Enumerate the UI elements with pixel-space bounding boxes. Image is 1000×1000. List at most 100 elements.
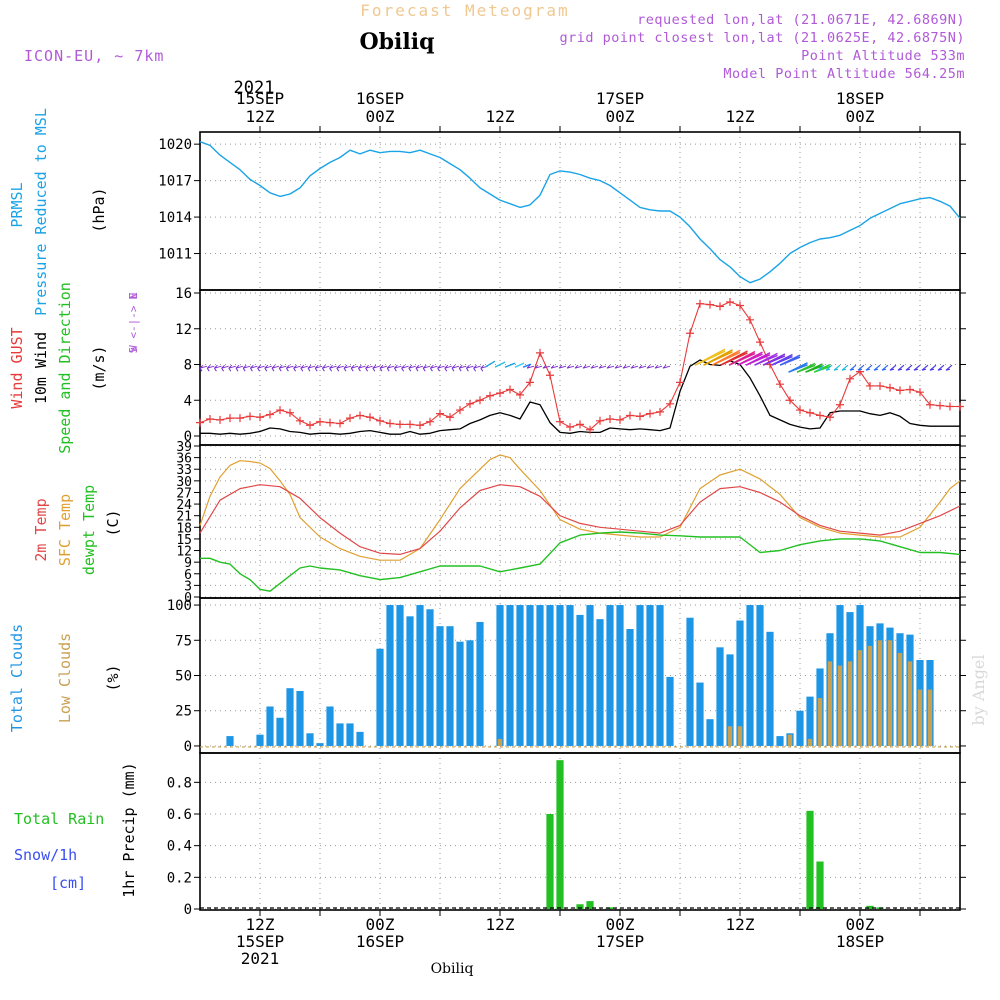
wind-arrow bbox=[249, 364, 258, 372]
bar-total-clouds bbox=[346, 723, 354, 746]
gust-markers bbox=[196, 297, 964, 434]
time-label-top: 16SEP bbox=[356, 89, 404, 108]
bar-total-clouds bbox=[596, 619, 604, 746]
wind-arrow bbox=[654, 364, 663, 369]
y-title-10m-wind: 10m Wind bbox=[32, 332, 50, 404]
model-altitude: Model Point Altitude 564.25m bbox=[723, 66, 965, 82]
gust-point bbox=[686, 329, 694, 338]
wind-arrow bbox=[336, 364, 344, 372]
compass-we: W <-|-> E bbox=[127, 292, 140, 352]
gust-point bbox=[866, 381, 874, 390]
panel-frame bbox=[199, 444, 961, 599]
bar-total-clouds bbox=[396, 605, 404, 746]
y-tick-label: 39 bbox=[176, 440, 192, 455]
panel-pressure: 1011 1014 1017 1020 bbox=[158, 131, 966, 291]
wind-arrow bbox=[393, 364, 402, 372]
wind-arrow bbox=[473, 364, 481, 372]
time-label-bottom: 12Z bbox=[246, 915, 275, 934]
wind-arrow bbox=[257, 364, 265, 372]
bar-total-clouds bbox=[706, 719, 714, 746]
gust-point bbox=[896, 386, 904, 395]
gust-point bbox=[756, 338, 764, 347]
wind-arrow bbox=[314, 364, 323, 372]
label-snow: Snow/1h bbox=[14, 846, 77, 864]
bar-rain bbox=[866, 905, 874, 909]
bar-low-clouds bbox=[787, 734, 793, 746]
bar-total-clouds bbox=[736, 620, 744, 746]
wind-arrow bbox=[606, 364, 615, 369]
panels: 1011101410171020048121603691215182124273… bbox=[8, 108, 966, 918]
bar-total-clouds bbox=[636, 605, 644, 746]
wind-arrow bbox=[522, 363, 532, 368]
bar-low-clouds bbox=[837, 665, 843, 746]
wind-arrow bbox=[728, 350, 756, 366]
wind-arrow bbox=[590, 364, 599, 369]
wind-arrow bbox=[833, 364, 841, 371]
y-tick-label: 0 bbox=[184, 739, 192, 755]
series-prmsl bbox=[199, 141, 961, 284]
wind-arrow bbox=[357, 364, 366, 372]
wind-arrow bbox=[458, 364, 467, 372]
y-tick-label: 33 bbox=[176, 463, 192, 478]
gust-point bbox=[306, 421, 314, 430]
wind-arrow bbox=[913, 364, 921, 371]
bar-low-clouds bbox=[897, 652, 903, 746]
cloud-bars bbox=[200, 605, 960, 748]
bar-rain bbox=[576, 904, 584, 909]
bar-total-clouds bbox=[276, 717, 284, 746]
wind-arrow bbox=[228, 364, 236, 372]
gust-point bbox=[386, 419, 394, 428]
y-title-dewpt: dewpt Temp bbox=[80, 485, 98, 575]
gust-point bbox=[496, 389, 504, 398]
y-title-hpa: (hPa) bbox=[90, 187, 108, 232]
compass-n: N bbox=[127, 293, 140, 300]
bar-total-clouds bbox=[536, 605, 544, 746]
wind-arrows bbox=[199, 348, 953, 373]
y-tick-label: 1014 bbox=[158, 210, 192, 226]
gust-point bbox=[606, 415, 614, 424]
wind-arrow bbox=[408, 364, 416, 372]
bar-total-clouds bbox=[806, 696, 814, 746]
gust-point bbox=[526, 378, 534, 387]
wind-arrow bbox=[945, 364, 953, 371]
wind-arrow bbox=[762, 353, 786, 366]
time-label-bottom: 00Z bbox=[366, 915, 395, 934]
y-title-precip: 1hr Precip (mm) bbox=[120, 762, 138, 897]
gust-point bbox=[446, 413, 454, 422]
y-tick-label: 4 bbox=[184, 393, 192, 409]
bar-total-clouds bbox=[726, 654, 734, 746]
gust-point bbox=[216, 415, 224, 424]
bar-total-clouds bbox=[526, 605, 534, 746]
panel-precip: 0 0.2 0.4 0.6 0.8 bbox=[167, 752, 966, 918]
wind-arrow bbox=[550, 364, 559, 369]
bar-low-clouds bbox=[827, 661, 833, 746]
y-tick-label: 25 bbox=[175, 704, 192, 720]
gust-point bbox=[846, 374, 854, 383]
wind-arrow bbox=[329, 364, 337, 372]
y-tick-label: 0.2 bbox=[167, 870, 192, 886]
model-name: ICON-EU, ~ 7km bbox=[24, 47, 164, 65]
wind-arrow bbox=[582, 364, 591, 369]
time-label-top: 12Z bbox=[486, 107, 515, 126]
bar-total-clouds bbox=[466, 640, 474, 746]
gust-point bbox=[666, 399, 674, 408]
gust-point bbox=[726, 297, 734, 306]
wind-arrow bbox=[484, 360, 496, 368]
wind-arrow bbox=[574, 364, 583, 369]
wind-arrow bbox=[711, 349, 741, 366]
bar-total-clouds bbox=[476, 621, 484, 746]
y-tick-label: 50 bbox=[175, 669, 192, 685]
gust-point bbox=[616, 415, 624, 424]
time-label-bottom: 15SEP bbox=[236, 932, 284, 951]
wind-arrow bbox=[534, 364, 543, 369]
time-label-top: 18SEP bbox=[836, 89, 884, 108]
gust-point bbox=[936, 401, 944, 410]
gust-point bbox=[706, 300, 714, 309]
wind-arrow bbox=[889, 364, 897, 371]
y-tick-label: 12 bbox=[176, 545, 192, 560]
y-title-2m-temp: 2m Temp bbox=[32, 498, 50, 561]
gust-point bbox=[566, 423, 574, 432]
y-tick-label: 8 bbox=[184, 358, 192, 374]
wind-arrow bbox=[278, 364, 287, 372]
